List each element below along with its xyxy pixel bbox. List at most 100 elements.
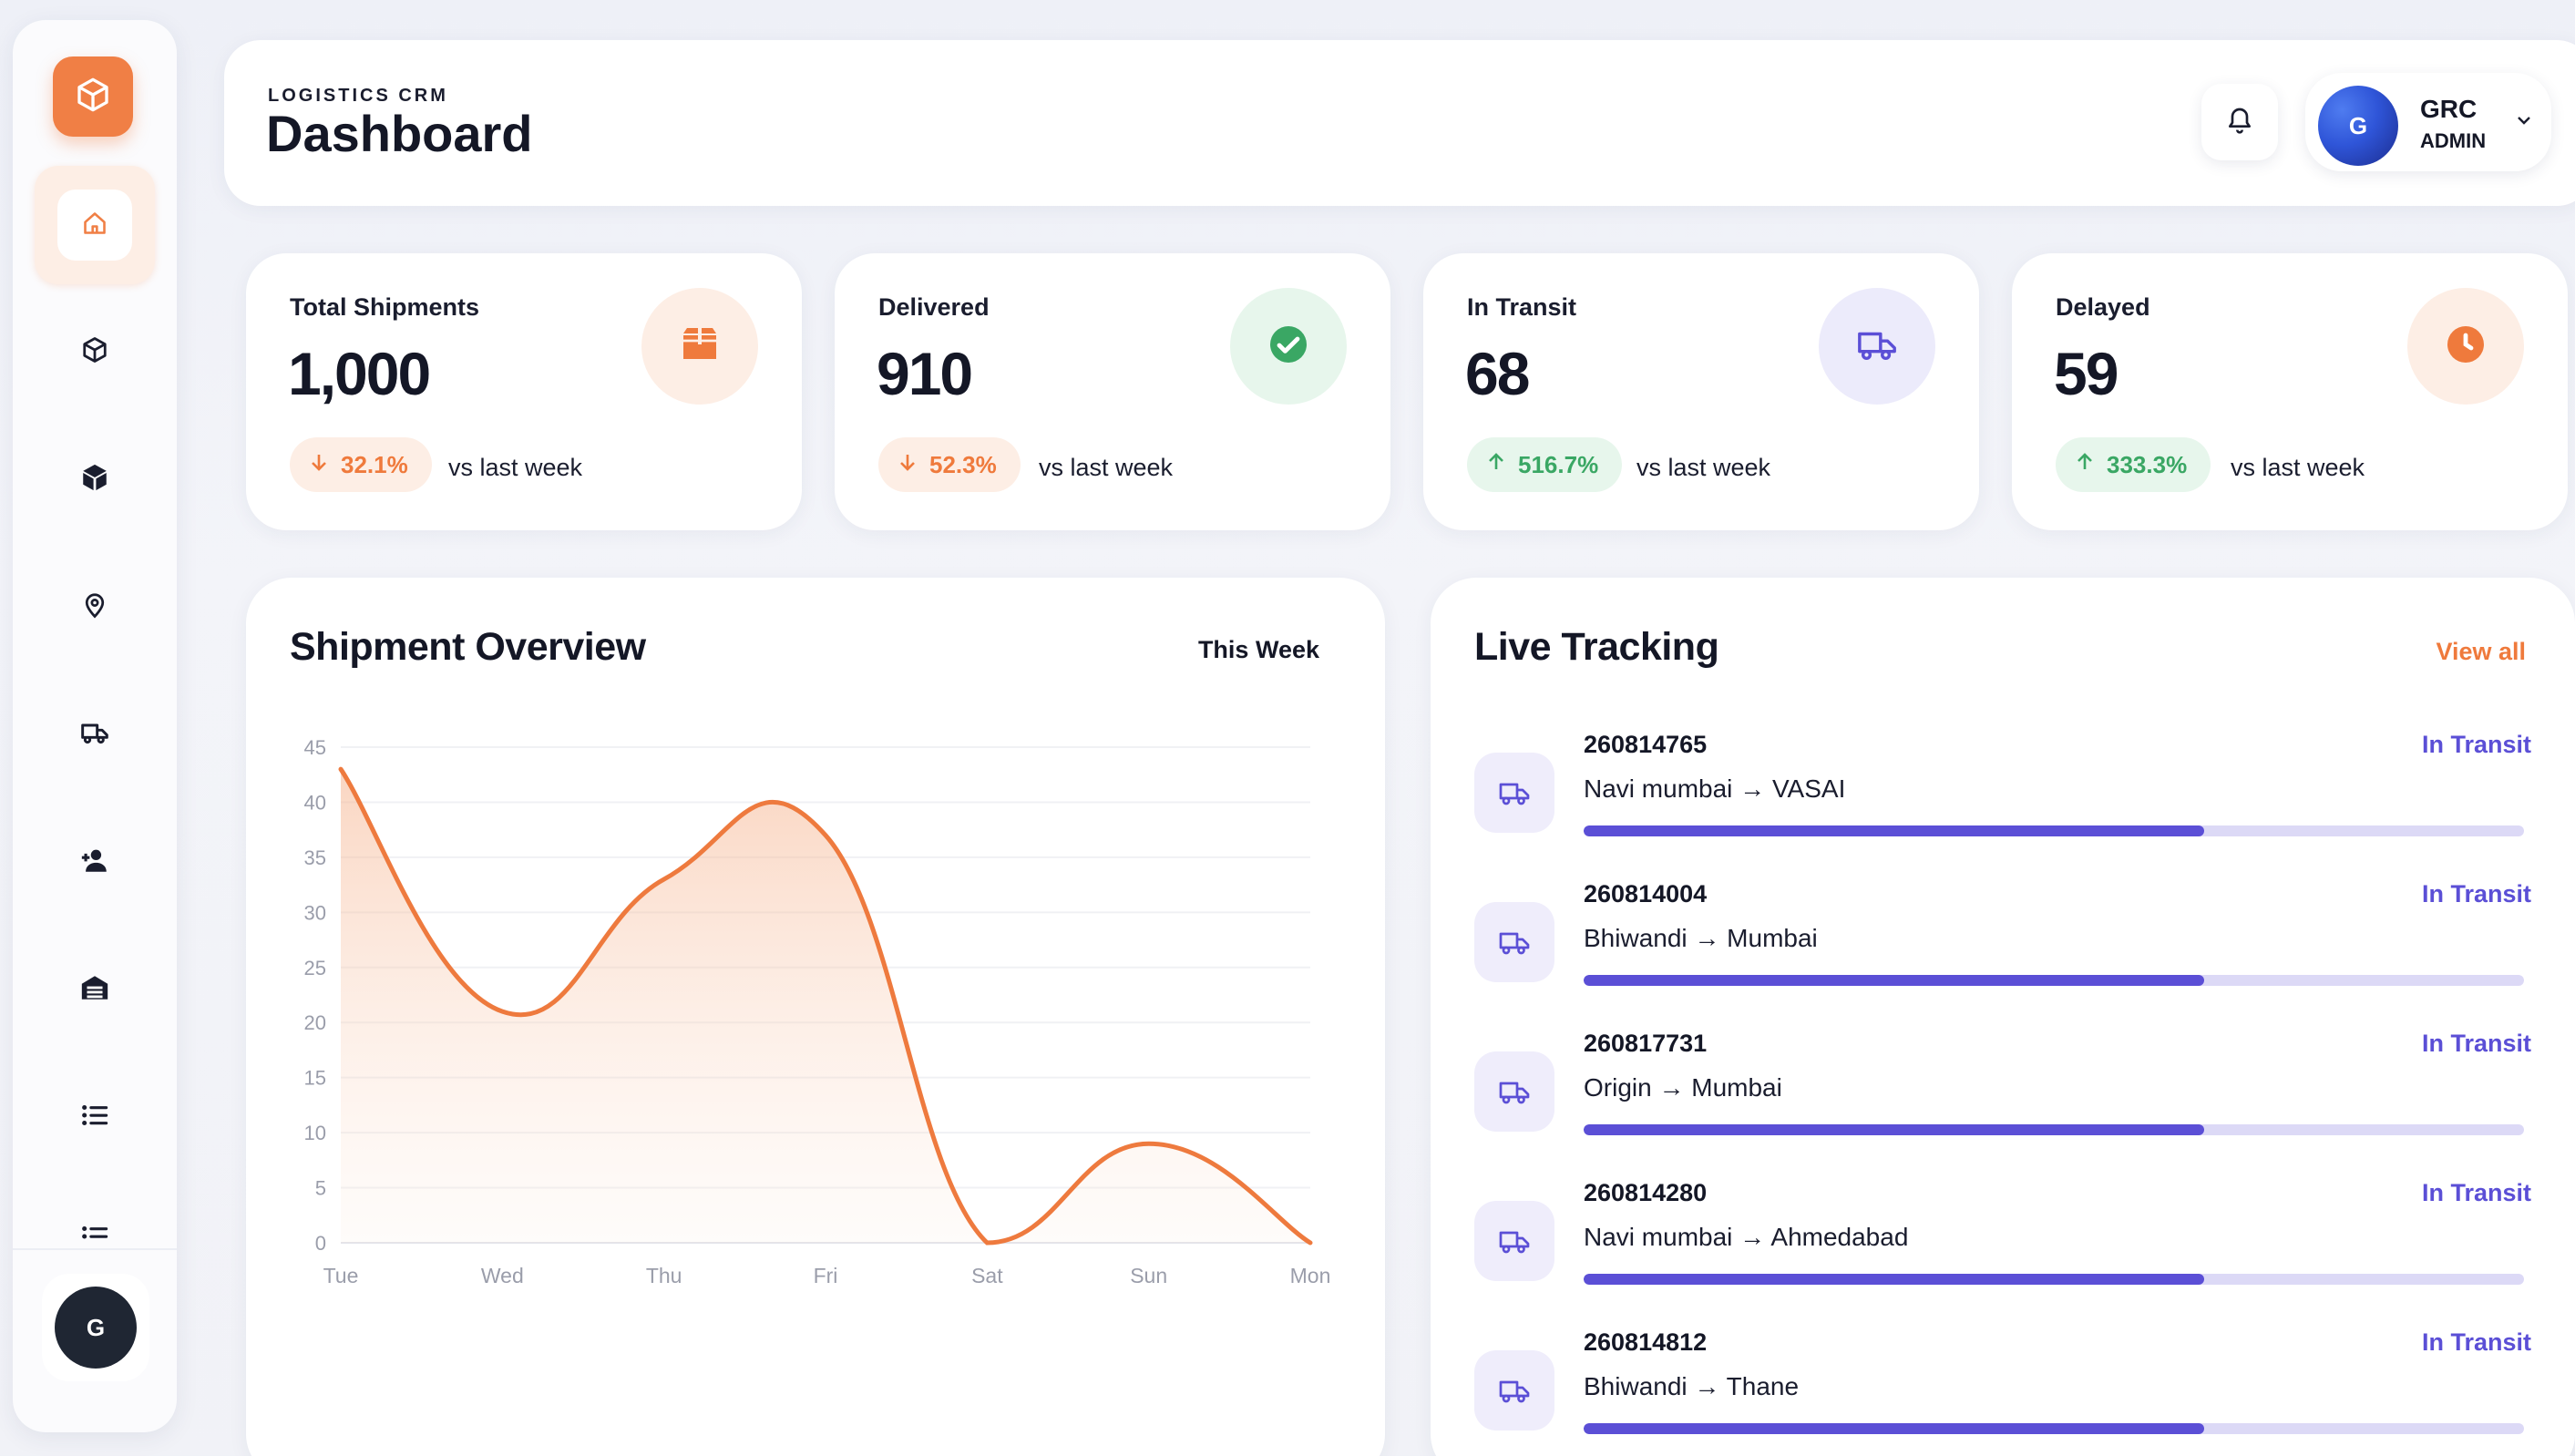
stat-card-in-transit[interactable]: In Transit 68 516.7% vs last week	[1423, 253, 1979, 530]
package-outline-icon	[81, 336, 108, 368]
tracking-item[interactable]: 260814812 Bhiwandi → Thane In Transit	[1474, 1328, 2531, 1456]
package-box-icon	[75, 77, 111, 118]
avatar: G	[2318, 86, 2398, 166]
stat-label: Total Shipments	[290, 293, 480, 321]
sidebar-item-reports[interactable]	[73, 1221, 117, 1239]
user-role: ADMIN	[2420, 129, 2487, 152]
period-select[interactable]: This Week	[1197, 636, 1319, 663]
stat-change-badge: 52.3%	[878, 437, 1021, 492]
stat-label: Delayed	[2056, 293, 2150, 321]
status-badge: In Transit	[2421, 731, 2531, 758]
sidebar-item-fleet[interactable]	[73, 713, 117, 756]
user-menu[interactable]: G GRC ADMIN	[2305, 73, 2551, 171]
check-circle-icon	[1267, 323, 1310, 371]
sidebar-item-warehouse[interactable]	[73, 968, 117, 1011]
sidebar-divider	[13, 1248, 177, 1250]
tracking-progress-bar	[1584, 1124, 2524, 1135]
x-tick-label: Sun	[1130, 1264, 1167, 1287]
stat-label: Delivered	[878, 293, 990, 321]
list-icon	[79, 1221, 110, 1239]
stat-value: 910	[877, 340, 973, 407]
tracking-progress-bar	[1584, 1423, 2524, 1434]
stat-card-delayed[interactable]: Delayed 59 333.3% vs last week	[2012, 253, 2568, 530]
stat-change-value: 333.3%	[2107, 450, 2188, 478]
box-icon	[678, 323, 722, 371]
package-solid-icon	[79, 462, 110, 497]
stat-change-badge: 32.1%	[290, 437, 432, 492]
bell-icon	[2225, 106, 2254, 139]
x-tick-label: Thu	[646, 1264, 682, 1287]
sidebar-item-customers[interactable]	[73, 840, 117, 884]
x-tick-label: Mon	[1290, 1264, 1331, 1287]
sidebar-profile[interactable]: G	[42, 1274, 149, 1381]
tracking-route: Bhiwandi → Thane	[1584, 1372, 1800, 1400]
panel-title: Shipment Overview	[290, 625, 646, 669]
list-icon	[79, 1100, 110, 1135]
stat-icon-wrap	[641, 288, 758, 405]
truck-icon	[1474, 1201, 1554, 1281]
tracking-route: Navi mumbai → Ahmedabad	[1584, 1223, 1909, 1251]
avatar: G	[55, 1287, 137, 1369]
live-tracking-panel: Live Tracking View all 260814765 Navi mu…	[1431, 578, 2575, 1456]
app-eyebrow: LOGISTICS CRM	[268, 86, 448, 106]
y-tick-label: 45	[304, 736, 326, 759]
truck-icon	[1474, 1051, 1554, 1132]
stat-card-delivered[interactable]: Delivered 910 52.3% vs last week	[835, 253, 1390, 530]
stat-note: vs last week	[1039, 454, 1174, 481]
truck-icon	[1474, 902, 1554, 982]
y-tick-label: 15	[304, 1067, 326, 1090]
sidebar-item-shipments[interactable]	[73, 330, 117, 374]
y-tick-label: 5	[315, 1177, 326, 1200]
stat-icon-wrap	[1819, 288, 1935, 405]
arrow-up-icon	[1485, 451, 1507, 479]
tracking-id: 260814812	[1584, 1328, 1708, 1356]
tracking-id: 260814004	[1584, 880, 1708, 907]
notifications-button[interactable]	[2201, 84, 2278, 160]
stat-change-value: 52.3%	[929, 450, 997, 478]
app-logo[interactable]	[53, 56, 133, 137]
stat-card-total-shipments[interactable]: Total Shipments 1,000 32.1% vs last week	[246, 253, 802, 530]
arrow-down-icon	[308, 451, 330, 479]
location-pin-icon	[81, 591, 108, 623]
tracking-progress-fill	[1584, 975, 2205, 986]
home-icon	[82, 210, 108, 241]
sidebar-item-locations[interactable]	[73, 585, 117, 629]
shipment-overview-chart: 0 5 10 15 20 25 30 35 40 45 Tue Wed Thu Fri Sat Sun Mon	[304, 736, 1331, 1287]
tracking-item[interactable]: 260814280 Navi mumbai → Ahmedabad In Tra…	[1474, 1179, 2531, 1316]
view-all-link[interactable]: View all	[2436, 638, 2526, 665]
tracking-item[interactable]: 260817731 Origin → Mumbai In Transit	[1474, 1030, 2531, 1166]
sidebar-item-inventory[interactable]	[73, 457, 117, 501]
tracking-item[interactable]: 260814765 Navi mumbai → VASAI In Transit	[1474, 731, 2531, 867]
sidebar-item-orders[interactable]	[73, 1095, 117, 1139]
stat-change-badge: 333.3%	[2056, 437, 2211, 492]
stat-value: 68	[1465, 340, 1530, 407]
stat-note: vs last week	[1636, 454, 1771, 481]
y-tick-label: 30	[304, 901, 326, 924]
chevron-down-icon	[2513, 109, 2535, 131]
tracking-progress-fill	[1584, 1423, 2205, 1434]
x-tick-label: Tue	[323, 1264, 359, 1287]
stat-icon-wrap	[1230, 288, 1347, 405]
truck-icon	[80, 718, 109, 752]
status-badge: In Transit	[2421, 1179, 2531, 1206]
user-name: GRC	[2420, 95, 2478, 123]
y-tick-label: 20	[304, 1011, 326, 1034]
tracking-route: Navi mumbai → VASAI	[1584, 774, 1846, 803]
y-tick-label: 35	[304, 846, 326, 869]
chart-series-line	[338, 766, 1313, 1246]
stat-change-value: 32.1%	[341, 450, 408, 478]
tracking-item[interactable]: 260814004 Bhiwandi → Mumbai In Transit	[1474, 880, 2531, 1017]
truck-icon	[1856, 323, 1898, 370]
tracking-route: Bhiwandi → Mumbai	[1584, 924, 1818, 952]
shipment-overview-panel: Shipment Overview This Week 0 5 10 15 20 25 30…	[246, 578, 1385, 1456]
tracking-progress-fill	[1584, 1274, 2205, 1285]
sidebar-item-home[interactable]	[35, 166, 155, 284]
stat-value: 59	[2054, 340, 2118, 407]
tracking-progress-bar	[1584, 975, 2524, 986]
clock-icon	[2444, 323, 2488, 371]
stat-note: vs last week	[448, 454, 583, 481]
arrow-up-icon	[2074, 451, 2096, 479]
tracking-id: 260814280	[1584, 1179, 1708, 1206]
stat-change-badge: 516.7%	[1467, 437, 1623, 492]
y-tick-label: 25	[304, 957, 326, 979]
